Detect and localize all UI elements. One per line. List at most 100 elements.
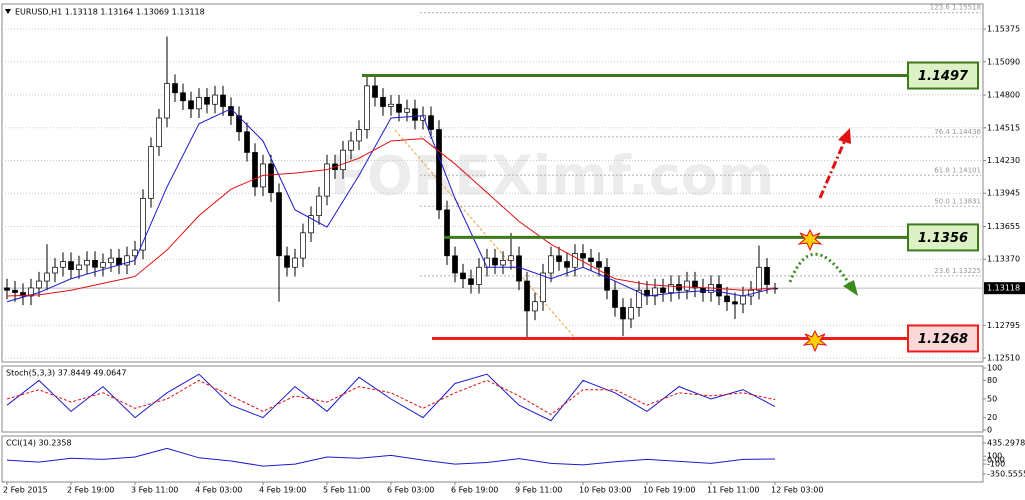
candle-body [356, 129, 362, 142]
candle-body [540, 272, 546, 303]
x-tick-label: 4 Feb 19:00 [259, 486, 306, 495]
y-tick-label: 1.15090 [987, 57, 1020, 66]
candle-body [508, 255, 514, 261]
level-label: 1.1268 [918, 332, 968, 347]
fib-trend [394, 129, 576, 339]
y-tick-label: -100 [987, 460, 1005, 469]
cci-pane [1, 435, 984, 483]
candle-body [476, 266, 482, 285]
y-tick-label: 1.13370 [987, 255, 1020, 264]
y-tick-label: 100 [987, 364, 1002, 373]
y-tick-label: 1.14515 [987, 123, 1020, 132]
candle-body [676, 284, 682, 291]
candle-body [284, 255, 290, 268]
candle-body [404, 108, 410, 113]
candle-body [100, 262, 106, 268]
star [797, 228, 823, 252]
candle-body [716, 284, 722, 297]
candle-body [20, 292, 26, 297]
y-tick-label: 0.00 [987, 456, 1005, 465]
candle-body [564, 261, 570, 268]
moving-average [6, 108, 776, 303]
candle-body [212, 94, 218, 105]
candle-body [364, 85, 370, 130]
y-tick-label: 1.13945 [987, 189, 1020, 198]
candle-body [164, 83, 170, 119]
y-tick-label: 1.14230 [987, 156, 1020, 165]
candle-body [524, 280, 530, 312]
candle-body [556, 255, 562, 262]
candle-body [532, 301, 538, 312]
candle-body [156, 117, 162, 148]
y-tick-label: 80 [987, 376, 997, 385]
candle-body [4, 287, 10, 291]
candle-body [276, 192, 282, 257]
candle-body [340, 149, 346, 171]
candle-body [428, 115, 434, 130]
candle-body [116, 257, 122, 266]
candle-body [140, 198, 146, 251]
candle-body [388, 103, 394, 107]
candle-body [220, 94, 226, 107]
down-arrow [788, 252, 852, 286]
candle-body [572, 253, 578, 268]
y-tick-label: 1.12795 [987, 321, 1020, 330]
candle-body [204, 96, 210, 105]
candle-body [132, 249, 138, 257]
candle-body [36, 280, 42, 289]
candle-body [180, 92, 186, 102]
chart-title: EURUSD,H1 1.13118 1.13164 1.13069 1.1311… [15, 8, 205, 17]
candle-body [660, 287, 666, 293]
x-tick-label: 10 Feb 19:00 [643, 486, 695, 495]
candle-body [308, 215, 314, 234]
level-box [907, 324, 979, 353]
candle-body [548, 255, 554, 274]
stoch-title: Stoch(5,3,3) 37.8449 49.0647 [6, 369, 126, 378]
candle-body [732, 301, 738, 305]
x-tick-label: 6 Feb 19:00 [451, 486, 498, 495]
y-tick-label: 20 [987, 413, 997, 422]
x-tick-label: 2 Feb 19:00 [67, 486, 114, 495]
candle-body [460, 272, 466, 280]
candle-body [500, 260, 506, 266]
star [802, 329, 828, 353]
candle-body [148, 146, 154, 199]
candle-body [52, 266, 58, 274]
up-arrow-head [838, 128, 851, 144]
x-tick-label: 2 Feb 2015 [3, 486, 48, 495]
candle-body [124, 255, 130, 266]
candle-body [436, 129, 442, 211]
y-tick-label: 1.15375 [987, 25, 1020, 34]
candle-body [12, 289, 18, 293]
candle-body [412, 108, 418, 121]
candle-body [84, 260, 90, 266]
candle-body [636, 289, 642, 308]
down-arrow-head [843, 280, 858, 296]
candle-body [684, 280, 690, 291]
candle-body [44, 272, 50, 282]
x-tick-label: 6 Feb 03:00 [387, 486, 434, 495]
y-tick-label: 435.2978 [987, 439, 1025, 448]
candle-body [300, 232, 306, 259]
level-box [907, 61, 979, 90]
candle-body [236, 115, 242, 133]
candle-body [628, 307, 634, 320]
level-box [907, 223, 979, 252]
x-tick-label: 9 Feb 11:00 [515, 486, 562, 495]
indicator-line [6, 447, 776, 467]
watermark: FOREXimf.com [330, 145, 774, 208]
candle-body [316, 195, 322, 216]
fib-label: 50.0 1.13831 [934, 197, 981, 205]
y-tick-label: -350.5555 [987, 470, 1025, 479]
indicator-line [6, 379, 776, 416]
candle-body [372, 85, 378, 98]
indicator-line [6, 373, 776, 422]
candle-body [92, 260, 98, 268]
candle-body [620, 307, 626, 320]
candle-body [468, 278, 474, 285]
candle-body [68, 261, 74, 270]
y-tick-label: 50 [987, 395, 997, 404]
